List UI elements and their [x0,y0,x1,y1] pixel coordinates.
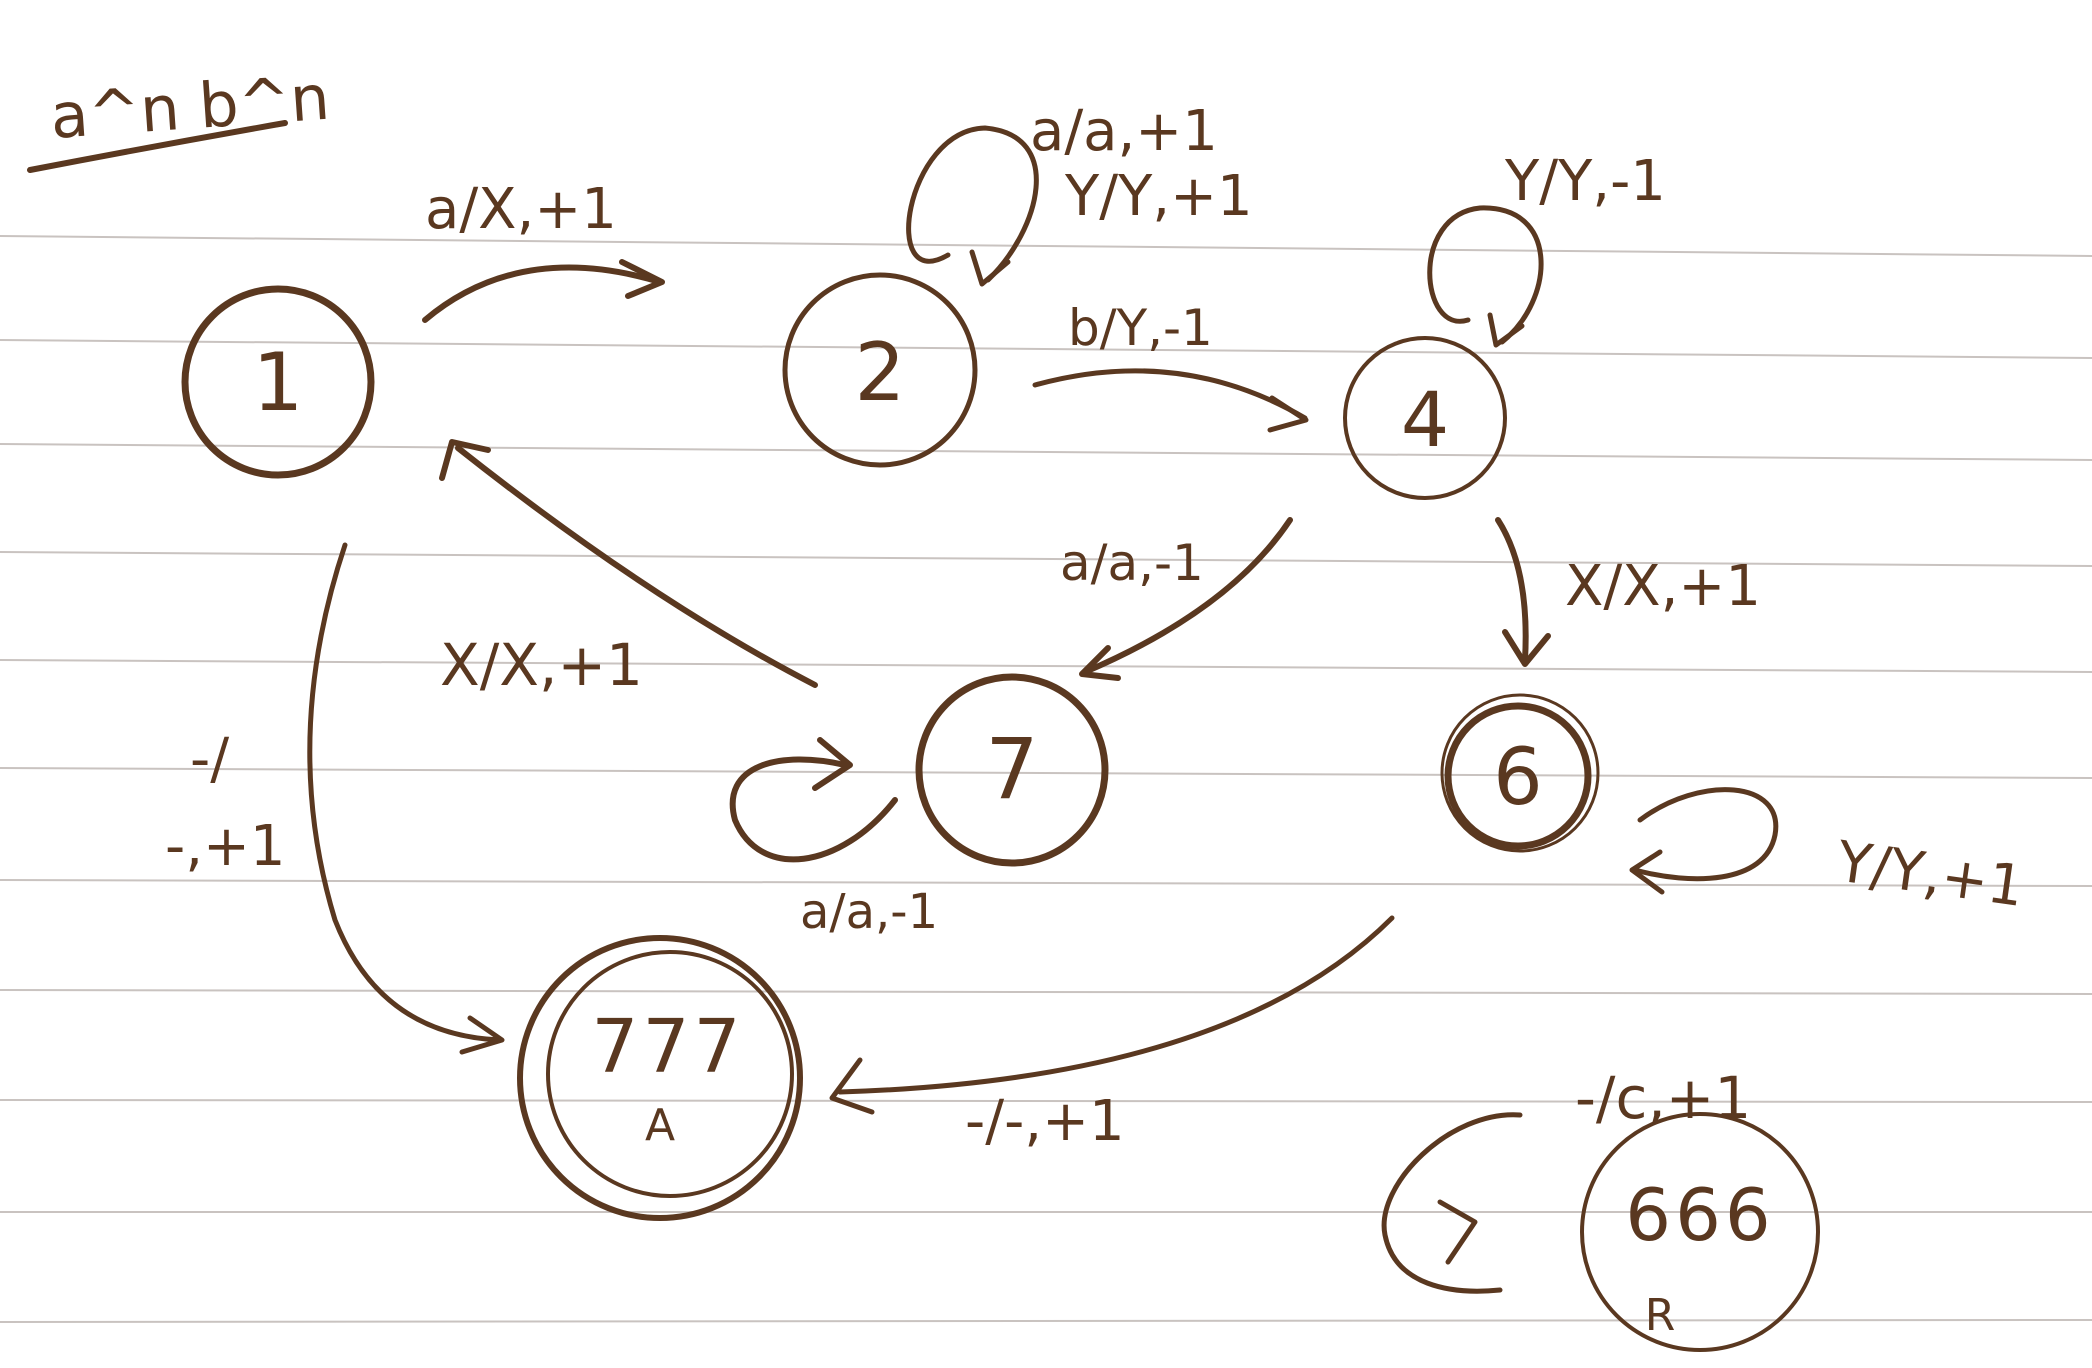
transition-2-self: a/a,+1 Y/Y,+1 [906,99,1253,287]
state-2: 2 [782,272,978,468]
transition-6-to-accept-label: -/-,+1 [965,1089,1125,1154]
state-1: 1 [181,285,375,479]
transition-1-to-accept-arrowhead [459,1015,505,1055]
transition-4-to-7: a/a,-1 [1060,517,1293,681]
transition-4-to-7-label: a/a,-1 [1060,534,1204,592]
transition-4-self: Y/Y,-1 [1427,149,1666,348]
transition-4-to-7-arrow [1082,517,1293,675]
state-reject: 666 R [1580,1112,1820,1352]
transition-2-to-4-arrow [1032,368,1308,421]
transition-4-to-6: X/X,+1 [1495,517,1761,667]
transition-7-self-loop [729,756,898,863]
transition-4-to-6-arrowhead [1502,629,1551,667]
transition-1-to-2-arrowhead [619,259,665,299]
transition-6-self-arrowhead [1629,849,1665,895]
state-1-label: 1 [253,336,304,429]
transition-reject-self-loop [1381,1112,1523,1294]
state-reject-sub: R [1645,1290,1676,1341]
transition-2-to-4: b/Y,-1 [1032,299,1309,433]
state-accept-label: 777 [591,1004,744,1090]
transition-2-self-label-1: a/a,+1 [1030,99,1218,164]
state-7: 7 [915,673,1109,867]
transition-6-to-accept: -/-,+1 [829,915,1395,1154]
transition-4-self-loop [1427,205,1544,345]
transition-6-self: Y/Y,+1 [1629,787,2028,920]
transition-7-self-arrowhead [812,737,853,791]
state-2-label: 2 [855,326,906,419]
title-underline [27,120,288,173]
transition-1-to-accept-label-2: -,+1 [165,814,286,879]
transition-2-to-4-arrowhead [1267,395,1309,433]
transition-4-self-label: Y/Y,-1 [1504,149,1666,214]
transition-2-self-label-2: Y/Y,+1 [1064,164,1253,229]
state-4-label: 4 [1401,375,1449,464]
transition-reject-self: -/c,+1 [1381,1064,1751,1294]
transition-1-to-2-arrow [422,264,663,323]
state-accept: 777 A [517,935,803,1221]
state-6: 6 [1440,693,1600,853]
transition-7-self-label: a/a,-1 [800,884,938,940]
transition-7-to-1: X/X,+1 [439,439,818,699]
transition-reject-self-arrowhead [1437,1199,1478,1265]
transition-2-self-loop [906,125,1039,283]
transition-4-to-6-label: X/X,+1 [1565,554,1761,619]
state-accept-sub: A [645,1100,675,1151]
transition-6-self-label: Y/Y,+1 [1832,829,2028,920]
transition-6-to-accept-arrow [837,915,1395,1095]
state-4: 4 [1343,336,1507,500]
transition-7-self: a/a,-1 [729,737,938,940]
transition-1-to-accept: -/ -,+1 [165,542,505,1055]
transition-4-self-arrowhead [1487,312,1525,348]
transition-1-to-accept-label-1: -/ [190,727,229,792]
transition-7-to-1-arrow [455,445,818,688]
transition-1-to-2-label: a/X,+1 [425,177,617,242]
state-7-label: 7 [985,720,1038,818]
transition-7-to-1-label: X/X,+1 [440,631,643,699]
transition-1-to-accept-arrow [307,542,503,1043]
transition-1-to-2: a/X,+1 [422,177,665,323]
diagram-title: a^n b^n [27,61,332,173]
state-reject-label: 666 [1625,1173,1774,1257]
transition-2-self-arrowhead [969,249,1011,287]
transition-6-to-accept-arrowhead [829,1057,875,1115]
transition-6-self-loop [1632,787,1779,882]
transition-2-to-4-label: b/Y,-1 [1068,299,1213,357]
transition-7-to-1-arrowhead [439,439,491,481]
state-6-label: 6 [1493,733,1543,823]
ruled-lines [0,235,2092,1323]
transition-4-to-7-arrowhead [1079,645,1121,681]
transition-4-to-6-arrow [1495,517,1529,663]
transition-reject-self-label: -/c,+1 [1575,1064,1751,1132]
